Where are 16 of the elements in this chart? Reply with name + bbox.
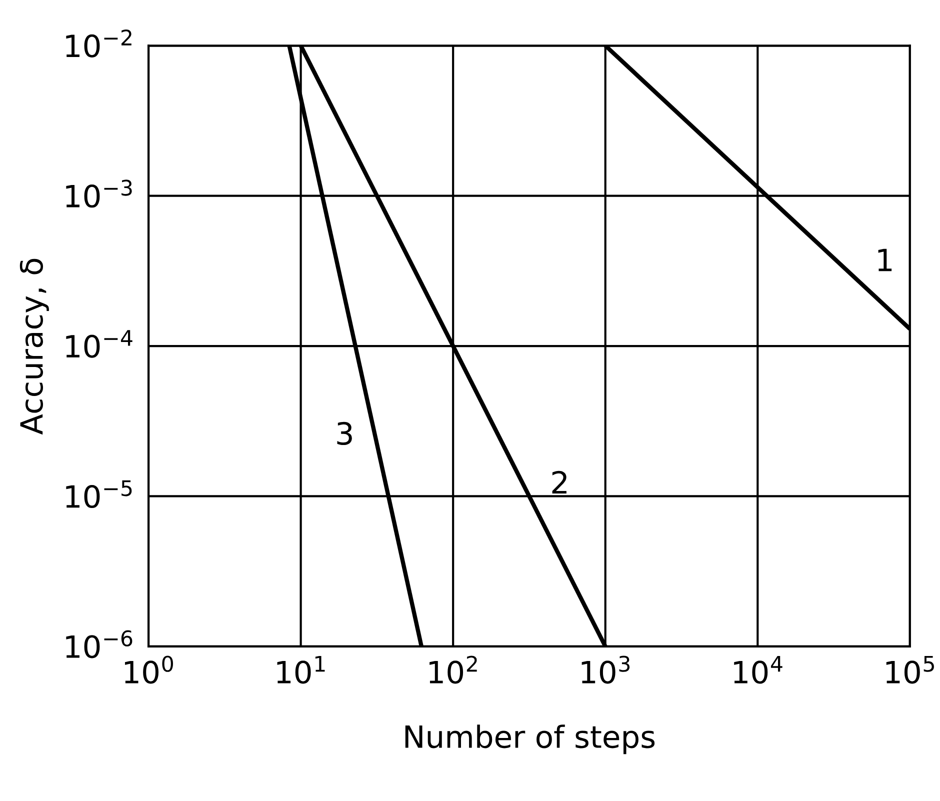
- series-label: 3: [337, 422, 352, 446]
- y-tick-label: 10$^{−6}$: [66, 630, 132, 658]
- y-axis-title: Accuracy, δ: [20, 258, 49, 435]
- y-tick-label: 10$^{−3}$: [66, 180, 132, 208]
- x-tick-label: 10$^{4}$: [734, 656, 782, 684]
- x-tick-label: 10$^{5}$: [886, 656, 934, 684]
- y-tick-label: 10$^{−4}$: [66, 330, 132, 358]
- series-label: 2: [552, 470, 566, 494]
- x-axis-title: Number of steps: [405, 724, 655, 754]
- x-tick-label: 10$^{1}$: [277, 656, 325, 684]
- y-tick-label: 10$^{−5}$: [66, 480, 132, 508]
- series-label: 1: [878, 248, 892, 272]
- y-tick-label: 10$^{−2}$: [66, 29, 132, 58]
- x-tick-label: 10$^{0}$: [124, 656, 173, 684]
- x-tick-label: 10$^{3}$: [582, 656, 630, 684]
- x-tick-label: 10$^{2}$: [430, 656, 477, 684]
